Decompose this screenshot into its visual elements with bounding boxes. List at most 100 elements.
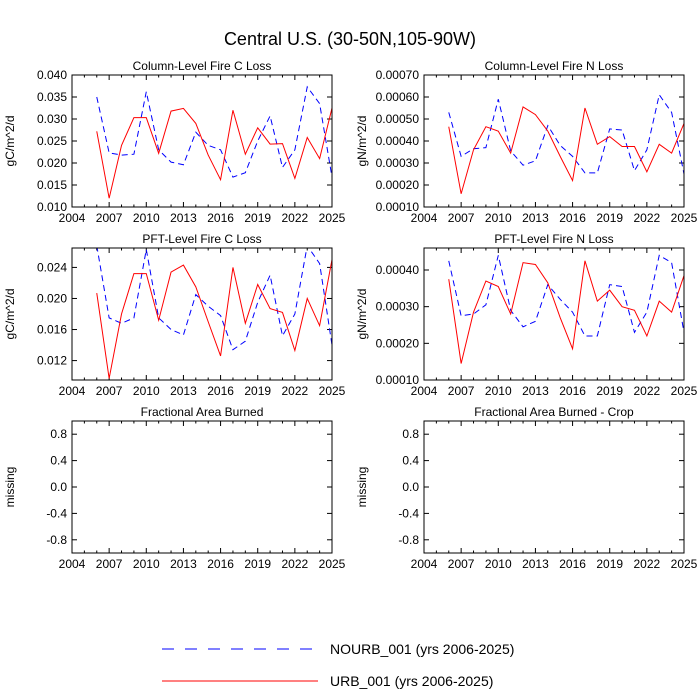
y-axis-label: gN/m^2/d bbox=[355, 116, 369, 167]
y-tick-label: -0.8 bbox=[46, 533, 67, 547]
panel-title: Fractional Area Burned - Crop bbox=[474, 405, 634, 419]
x-tick-label: 2010 bbox=[485, 557, 512, 571]
legend: NOURB_001 (yrs 2006-2025) URB_001 (yrs 2… bbox=[162, 641, 514, 689]
panel-title: Column-Level Fire N Loss bbox=[485, 59, 624, 73]
y-tick-label: 0.040 bbox=[37, 68, 67, 82]
x-tick-label: 2016 bbox=[559, 211, 586, 225]
x-tick-label: 2013 bbox=[170, 384, 197, 398]
x-tick-label: 2004 bbox=[59, 557, 86, 571]
plot-frame bbox=[71, 420, 333, 554]
panels: Column-Level Fire C Loss gC/m^2/d 2004 2007… bbox=[3, 59, 698, 571]
y-axis-label: missing bbox=[355, 467, 369, 508]
y-tick-label: 0.035 bbox=[37, 90, 67, 104]
y-tick-label: 0.00060 bbox=[376, 90, 420, 104]
y-tick-label: 0.012 bbox=[37, 354, 67, 368]
plot-frame bbox=[423, 74, 685, 208]
y-tick-label: -0.4 bbox=[398, 506, 419, 520]
x-tick-label: 2013 bbox=[170, 557, 197, 571]
panel-title: PFT-Level Fire N Loss bbox=[494, 232, 613, 246]
x-tick-label: 2019 bbox=[596, 211, 623, 225]
y-tick-label: 0.025 bbox=[37, 134, 67, 148]
y-tick-label: 0.020 bbox=[37, 291, 67, 305]
x-tick-label: 2004 bbox=[411, 211, 438, 225]
y-tick-label: -0.4 bbox=[46, 506, 67, 520]
y-tick-label: 0.00040 bbox=[376, 263, 420, 277]
y-tick-label: 0.00010 bbox=[376, 200, 420, 214]
legend-label-urb: URB_001 (yrs 2006-2025) bbox=[330, 673, 493, 689]
legend-label-nourb: NOURB_001 (yrs 2006-2025) bbox=[330, 641, 514, 657]
panel-title: Fractional Area Burned bbox=[141, 405, 264, 419]
x-tick-label: 2013 bbox=[522, 384, 549, 398]
x-tick-label: 2022 bbox=[282, 211, 309, 225]
x-tick-label: 2025 bbox=[671, 211, 698, 225]
x-tick-label: 2013 bbox=[170, 211, 197, 225]
x-tick-label: 2004 bbox=[411, 384, 438, 398]
y-tick-label: 0.00010 bbox=[376, 373, 420, 387]
x-tick-label: 2022 bbox=[634, 557, 661, 571]
x-tick-label: 2025 bbox=[319, 557, 346, 571]
y-tick-label: 0.00020 bbox=[376, 178, 420, 192]
x-tick-label: 2019 bbox=[244, 557, 271, 571]
y-tick-label: 0.00030 bbox=[376, 156, 420, 170]
y-tick-label: 0.8 bbox=[50, 427, 67, 441]
series-line-urb bbox=[96, 259, 332, 379]
y-tick-label: 0.030 bbox=[37, 112, 67, 126]
x-tick-label: 2013 bbox=[522, 211, 549, 225]
y-tick-label: 0.8 bbox=[402, 427, 419, 441]
x-tick-label: 2025 bbox=[319, 211, 346, 225]
x-tick-label: 2007 bbox=[448, 211, 475, 225]
series-line-nourb bbox=[448, 254, 684, 337]
y-axis-label: missing bbox=[3, 467, 17, 508]
y-axis-label: gN/m^2/d bbox=[355, 289, 369, 340]
x-tick-label: 2007 bbox=[96, 384, 123, 398]
series-line-nourb bbox=[448, 93, 684, 175]
y-tick-label: 0.0 bbox=[402, 480, 419, 494]
x-tick-label: 2004 bbox=[411, 557, 438, 571]
panel-3: PFT-Level Fire C Loss gC/m^2/d 2004 2007 201… bbox=[3, 232, 346, 398]
x-tick-label: 2022 bbox=[282, 384, 309, 398]
x-tick-label: 2016 bbox=[559, 384, 586, 398]
x-tick-label: 2016 bbox=[207, 557, 234, 571]
series-line-urb bbox=[448, 106, 684, 194]
x-tick-label: 2007 bbox=[96, 557, 123, 571]
series-line-nourb bbox=[96, 85, 332, 178]
series-line-urb bbox=[448, 260, 684, 364]
panel-4: PFT-Level Fire N Loss gN/m^2/d 2004 2007 201… bbox=[355, 232, 698, 398]
x-tick-label: 2019 bbox=[596, 557, 623, 571]
panel-6: Fractional Area Burned - Crop missing 2004… bbox=[355, 405, 698, 571]
series-line-nourb bbox=[96, 248, 332, 351]
panel-5: Fractional Area Burned missing 2004 2007 201… bbox=[3, 405, 346, 571]
plot-frame bbox=[71, 247, 333, 381]
series-line-urb bbox=[96, 107, 332, 199]
x-tick-label: 2007 bbox=[448, 384, 475, 398]
x-tick-label: 2010 bbox=[133, 384, 160, 398]
x-tick-label: 2016 bbox=[207, 384, 234, 398]
plot-frame bbox=[423, 247, 685, 381]
y-tick-label: 0.00040 bbox=[376, 134, 420, 148]
y-tick-label: 0.024 bbox=[37, 260, 67, 274]
y-tick-label: 0.00050 bbox=[376, 112, 420, 126]
y-tick-label: 0.4 bbox=[50, 454, 67, 468]
x-tick-label: 2025 bbox=[319, 384, 346, 398]
y-tick-label: 0.020 bbox=[37, 156, 67, 170]
y-tick-label: 0.00030 bbox=[376, 300, 420, 314]
panel-title: Column-Level Fire C Loss bbox=[133, 59, 272, 73]
x-tick-label: 2016 bbox=[207, 211, 234, 225]
x-tick-label: 2019 bbox=[596, 384, 623, 398]
plot-frame bbox=[423, 420, 685, 554]
x-tick-label: 2013 bbox=[522, 557, 549, 571]
x-tick-label: 2010 bbox=[485, 211, 512, 225]
x-tick-label: 2004 bbox=[59, 211, 86, 225]
x-tick-label: 2004 bbox=[59, 384, 86, 398]
x-tick-label: 2025 bbox=[671, 384, 698, 398]
x-tick-label: 2016 bbox=[559, 557, 586, 571]
y-tick-label: 0.00070 bbox=[376, 68, 420, 82]
x-tick-label: 2007 bbox=[96, 211, 123, 225]
panel-1: Column-Level Fire C Loss gC/m^2/d 2004 2007… bbox=[3, 59, 346, 225]
x-tick-label: 2010 bbox=[485, 384, 512, 398]
plot-frame bbox=[71, 74, 333, 208]
x-tick-label: 2022 bbox=[282, 557, 309, 571]
x-tick-label: 2010 bbox=[133, 557, 160, 571]
y-tick-label: 0.015 bbox=[37, 178, 67, 192]
